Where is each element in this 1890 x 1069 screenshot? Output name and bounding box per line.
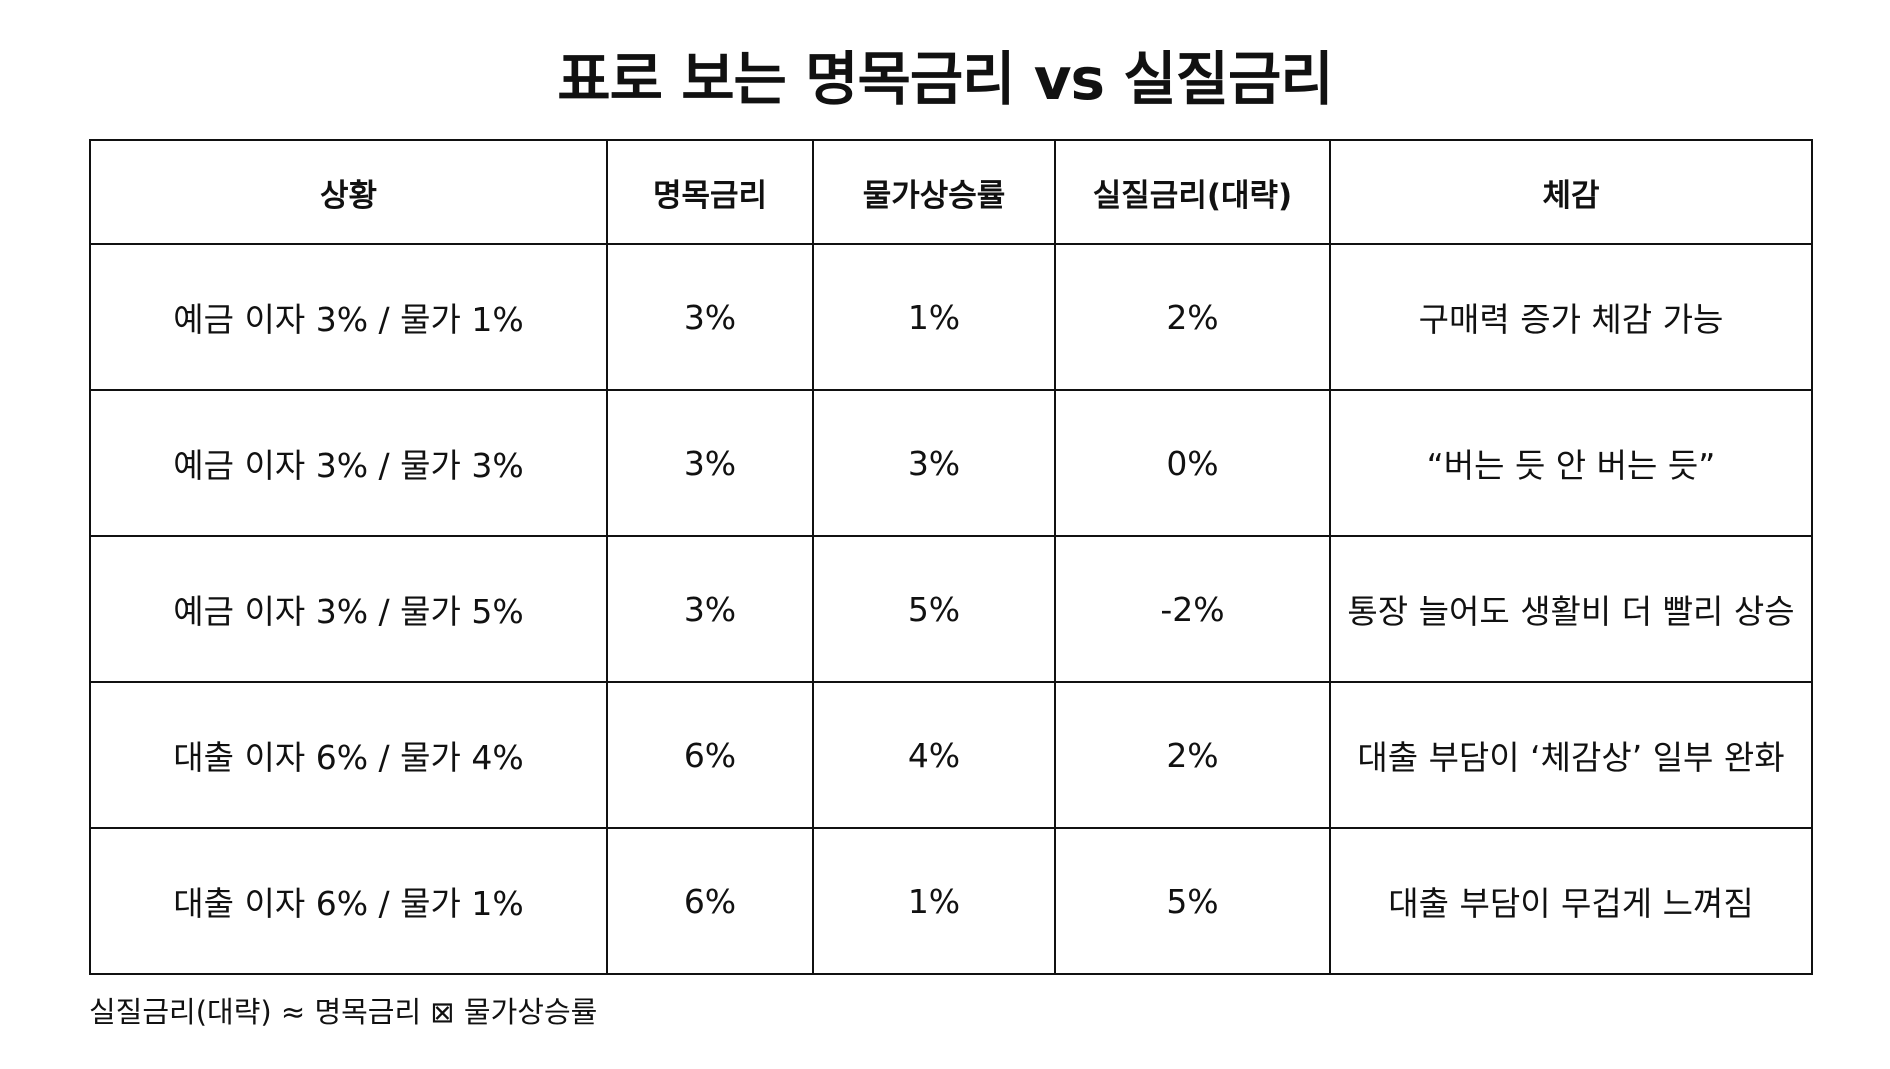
cell-situation: 대출 이자 6% / 물가 4%: [89, 681, 608, 829]
cell-situation: 예금 이자 3% / 물가 3%: [89, 389, 608, 537]
header-perception: 체감: [1329, 139, 1813, 245]
cell-real-rate: 2%: [1054, 243, 1331, 391]
cell-perception: 통장 늘어도 생활비 더 빨리 상승: [1329, 535, 1813, 683]
cell-nominal-rate: 3%: [606, 535, 814, 683]
cell-inflation-rate: 4%: [812, 681, 1056, 829]
cell-inflation-rate: 1%: [812, 243, 1056, 391]
header-real-rate: 실질금리(대략): [1054, 139, 1331, 245]
cell-nominal-rate: 6%: [606, 827, 814, 975]
cell-inflation-rate: 3%: [812, 389, 1056, 537]
cell-real-rate: 2%: [1054, 681, 1331, 829]
header-inflation-rate: 물가상승률: [812, 139, 1056, 245]
cell-perception: 대출 부담이 무겁게 느껴짐: [1329, 827, 1813, 975]
header-nominal-rate: 명목금리: [606, 139, 814, 245]
formula-footnote: 실질금리(대략) ≈ 명목금리 ⊠ 물가상승률: [89, 995, 598, 1029]
cell-nominal-rate: 3%: [606, 389, 814, 537]
table-header-row: 상황 명목금리 물가상승률 실질금리(대략) 체감: [89, 139, 1813, 245]
cell-perception: 구매력 증가 체감 가능: [1329, 243, 1813, 391]
page-title: 표로 보는 명목금리 vs 실질금리: [557, 45, 1333, 113]
cell-real-rate: -2%: [1054, 535, 1331, 683]
cell-nominal-rate: 3%: [606, 243, 814, 391]
cell-situation: 대출 이자 6% / 물가 1%: [89, 827, 608, 975]
cell-nominal-rate: 6%: [606, 681, 814, 829]
cell-real-rate: 5%: [1054, 827, 1331, 975]
table-row: 예금 이자 3% / 물가 1% 3% 1% 2% 구매력 증가 체감 가능: [89, 243, 1813, 391]
table-row: 예금 이자 3% / 물가 3% 3% 3% 0% “버는 듯 안 버는 듯”: [89, 389, 1813, 537]
rate-table-container: 상황 명목금리 물가상승률 실질금리(대략) 체감 예금 이자 3% / 물가 …: [89, 139, 1813, 975]
cell-inflation-rate: 5%: [812, 535, 1056, 683]
cell-real-rate: 0%: [1054, 389, 1331, 537]
table-row: 대출 이자 6% / 물가 1% 6% 1% 5% 대출 부담이 무겁게 느껴짐: [89, 827, 1813, 975]
rate-table: 상황 명목금리 물가상승률 실질금리(대략) 체감 예금 이자 3% / 물가 …: [89, 139, 1813, 975]
header-situation: 상황: [89, 139, 608, 245]
cell-perception: 대출 부담이 ‘체감상’ 일부 완화: [1329, 681, 1813, 829]
table-row: 대출 이자 6% / 물가 4% 6% 4% 2% 대출 부담이 ‘체감상’ 일…: [89, 681, 1813, 829]
cell-perception: “버는 듯 안 버는 듯”: [1329, 389, 1813, 537]
cell-inflation-rate: 1%: [812, 827, 1056, 975]
cell-situation: 예금 이자 3% / 물가 5%: [89, 535, 608, 683]
cell-situation: 예금 이자 3% / 물가 1%: [89, 243, 608, 391]
table-row: 예금 이자 3% / 물가 5% 3% 5% -2% 통장 늘어도 생활비 더 …: [89, 535, 1813, 683]
